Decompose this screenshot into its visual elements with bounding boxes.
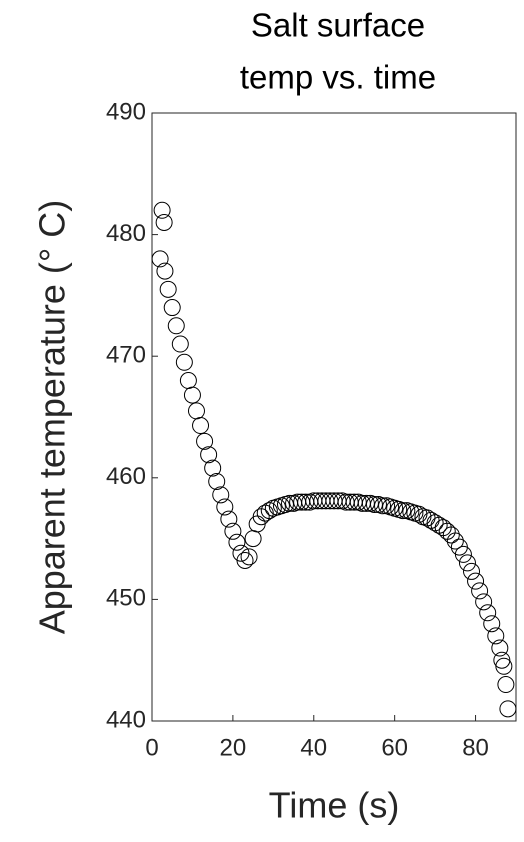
data-point bbox=[244, 530, 262, 548]
data-point bbox=[204, 459, 222, 477]
y-tick-label: 470 bbox=[106, 342, 146, 369]
data-point bbox=[155, 213, 173, 231]
data-point bbox=[208, 472, 226, 490]
data-point bbox=[240, 548, 258, 566]
data-point bbox=[357, 494, 375, 512]
data-point bbox=[483, 615, 501, 633]
data-point bbox=[171, 335, 189, 353]
data-point bbox=[187, 402, 205, 420]
data-point bbox=[256, 504, 274, 522]
data-point bbox=[463, 562, 481, 580]
data-point bbox=[497, 676, 515, 694]
data-point bbox=[216, 498, 234, 516]
data-point bbox=[228, 533, 246, 551]
data-point bbox=[163, 299, 181, 317]
data-point bbox=[153, 201, 171, 219]
data-point bbox=[192, 417, 210, 435]
data-point bbox=[183, 386, 201, 404]
data-point bbox=[175, 353, 193, 371]
data-point bbox=[454, 545, 472, 563]
data-point bbox=[179, 372, 197, 390]
y-tick-label: 440 bbox=[106, 706, 146, 733]
y-tick-label: 460 bbox=[106, 463, 146, 490]
data-point bbox=[224, 522, 242, 540]
y-tick-label: 480 bbox=[106, 220, 146, 247]
y-tick-label: 450 bbox=[106, 585, 146, 612]
data-point bbox=[260, 502, 278, 520]
data-point bbox=[493, 651, 511, 669]
data-point bbox=[487, 627, 505, 645]
data-point bbox=[212, 486, 230, 504]
data-point bbox=[200, 446, 218, 464]
chart-title: temp vs. time bbox=[240, 59, 436, 96]
data-point bbox=[471, 582, 489, 600]
data-point bbox=[479, 604, 497, 622]
x-tick-label: 60 bbox=[381, 734, 408, 761]
data-point bbox=[499, 700, 517, 718]
x-tick-label: 80 bbox=[462, 734, 489, 761]
data-point bbox=[159, 280, 177, 298]
data-point bbox=[446, 532, 464, 550]
data-point bbox=[220, 510, 238, 528]
data-point bbox=[426, 514, 444, 532]
chart-title: Salt surface bbox=[251, 7, 425, 44]
data-point bbox=[196, 432, 214, 450]
data-point bbox=[156, 262, 174, 280]
x-axis-label: Time (s) bbox=[269, 785, 400, 826]
data-point bbox=[151, 250, 169, 268]
data-point bbox=[374, 497, 392, 515]
y-axis-label: Apparent temperature (° C) bbox=[32, 200, 73, 635]
data-point bbox=[410, 505, 428, 523]
data-point bbox=[491, 639, 509, 657]
data-point bbox=[442, 526, 460, 544]
y-tick-label: 490 bbox=[106, 98, 146, 125]
data-point bbox=[394, 502, 412, 520]
data-point bbox=[467, 572, 485, 590]
data-point bbox=[236, 551, 254, 569]
x-tick-label: 40 bbox=[300, 734, 327, 761]
data-point bbox=[475, 593, 493, 611]
data-point bbox=[167, 317, 185, 335]
data-point bbox=[495, 657, 513, 675]
data-point bbox=[365, 496, 383, 514]
x-tick-label: 20 bbox=[220, 734, 247, 761]
x-tick-label: 0 bbox=[145, 734, 158, 761]
plot-frame bbox=[151, 112, 517, 722]
data-point bbox=[458, 554, 476, 572]
